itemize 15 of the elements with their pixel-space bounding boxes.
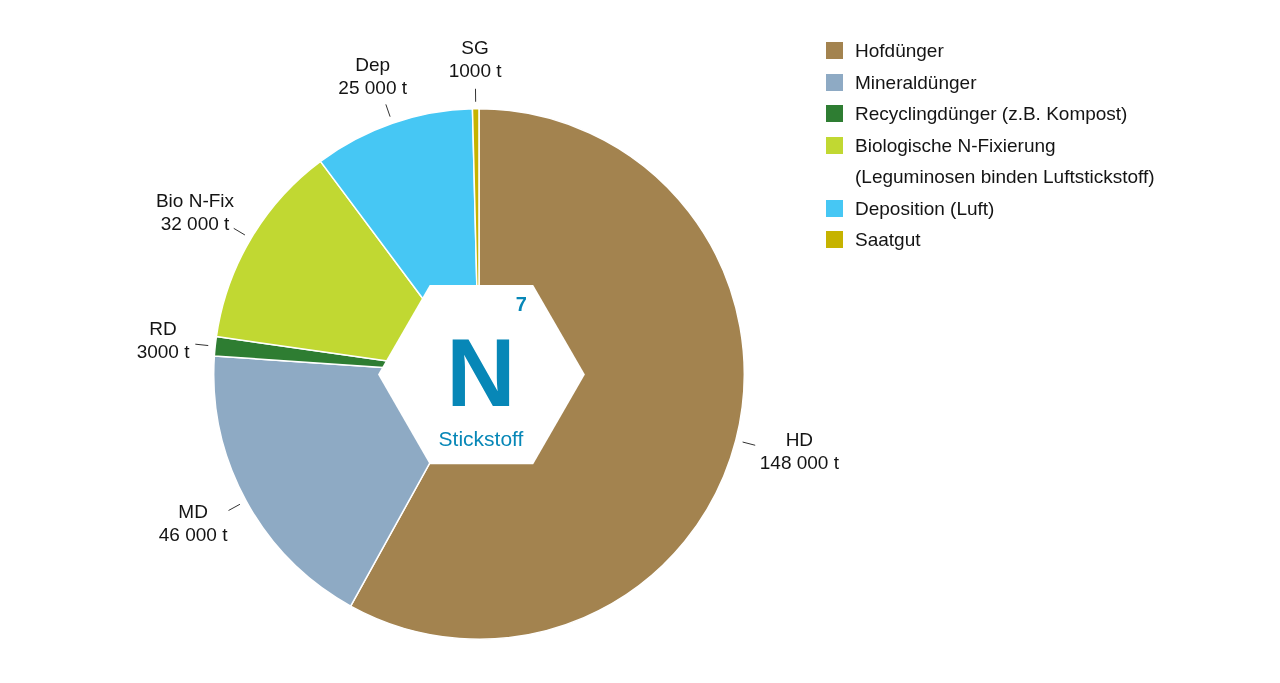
data-label: Bio N-Fix 32 000 t: [155, 190, 235, 235]
text: Stickstoff: [438, 426, 524, 450]
legend-label: Mineraldünger: [855, 70, 978, 95]
legend-label: Hofdünger: [855, 39, 945, 63]
data-label: Dep 25 000 t: [338, 53, 408, 98]
legend-label: Biologische N-Fixierung (Leguminosen binden Luftstickstoff): [855, 133, 1156, 189]
data-label: HD 148 000 t: [759, 429, 840, 474]
data-label: SG 1000 t: [448, 36, 503, 81]
data-label: RD 3000 t: [136, 317, 191, 362]
text: 7: [515, 292, 527, 315]
legend-label: Recyclingdünger (z.B. Kompost): [855, 102, 1129, 126]
data-label: MD 46 000 t: [158, 501, 229, 546]
legend-label: Saatgut: [855, 228, 922, 252]
text: N: [446, 318, 516, 426]
legend-label: Deposition (Luft): [855, 196, 996, 221]
